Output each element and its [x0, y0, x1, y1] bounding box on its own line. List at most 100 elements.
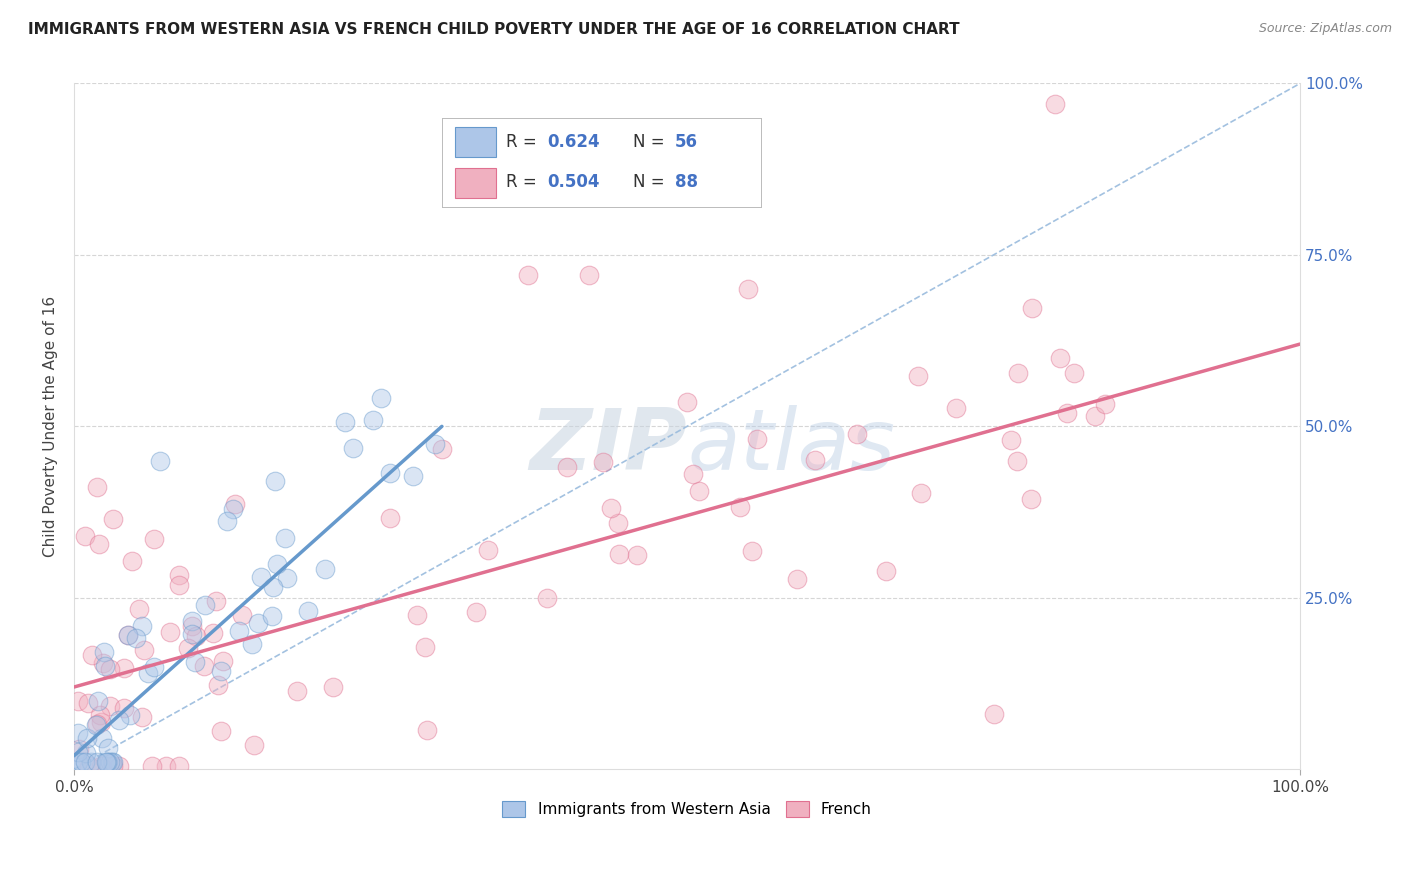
- Point: [266, 557, 288, 571]
- Point: [209, 724, 232, 739]
- Point: [370, 391, 392, 405]
- Point: [87, 537, 110, 551]
- Point: [599, 500, 621, 515]
- Point: [477, 542, 499, 557]
- Point: [402, 469, 425, 483]
- Point: [430, 442, 453, 457]
- Point: [134, 643, 156, 657]
- Point: [676, 394, 699, 409]
- Point: [747, 432, 769, 446]
- Point: [180, 626, 202, 640]
- Point: [75, 746, 97, 760]
- Point: [194, 599, 217, 613]
- Point: [1021, 491, 1043, 506]
- Point: [90, 715, 112, 730]
- Point: [143, 532, 166, 546]
- Point: [86, 717, 108, 731]
- Point: [737, 282, 759, 296]
- Point: [250, 570, 273, 584]
- Point: [131, 709, 153, 723]
- Point: [786, 573, 808, 587]
- Point: [167, 578, 190, 592]
- Point: [425, 437, 447, 451]
- Point: [204, 593, 226, 607]
- Point: [907, 368, 929, 383]
- Point: [1084, 409, 1107, 423]
- Point: [155, 759, 177, 773]
- Text: ZIP: ZIP: [530, 406, 688, 489]
- Point: [86, 756, 108, 770]
- Point: [136, 665, 159, 680]
- Point: [66, 694, 89, 708]
- Point: [118, 708, 141, 723]
- Point: [121, 553, 143, 567]
- Point: [66, 756, 89, 770]
- Point: [67, 741, 90, 756]
- Point: [167, 568, 190, 582]
- Point: [125, 632, 148, 646]
- Point: [211, 654, 233, 668]
- Point: [181, 615, 204, 629]
- Point: [101, 759, 124, 773]
- Point: [1021, 301, 1043, 315]
- Point: [945, 401, 967, 415]
- Text: IMMIGRANTS FROM WESTERN ASIA VS FRENCH CHILD POVERTY UNDER THE AGE OF 16 CORRELA: IMMIGRANTS FROM WESTERN ASIA VS FRENCH C…: [28, 22, 960, 37]
- Point: [1000, 434, 1022, 448]
- Point: [66, 745, 89, 759]
- Y-axis label: Child Poverty Under the Age of 16: Child Poverty Under the Age of 16: [44, 296, 58, 557]
- Point: [76, 696, 98, 710]
- Point: [322, 680, 344, 694]
- Text: Source: ZipAtlas.com: Source: ZipAtlas.com: [1258, 22, 1392, 36]
- Point: [983, 707, 1005, 722]
- Point: [159, 625, 181, 640]
- Point: [100, 756, 122, 770]
- Point: [82, 648, 104, 663]
- Point: [66, 725, 89, 739]
- Point: [231, 607, 253, 622]
- Point: [131, 619, 153, 633]
- Point: [97, 740, 120, 755]
- Point: [202, 626, 225, 640]
- Point: [688, 483, 710, 498]
- Point: [875, 564, 897, 578]
- Point: [243, 738, 266, 752]
- Point: [96, 756, 118, 770]
- Point: [626, 549, 648, 563]
- Point: [1005, 454, 1028, 468]
- Point: [149, 453, 172, 467]
- Point: [97, 756, 120, 770]
- Point: [297, 605, 319, 619]
- Point: [607, 547, 630, 561]
- Point: [1094, 397, 1116, 411]
- Point: [142, 660, 165, 674]
- Point: [215, 514, 238, 528]
- Point: [86, 694, 108, 708]
- Point: [405, 607, 427, 622]
- Point: [117, 628, 139, 642]
- Point: [66, 756, 89, 770]
- Point: [177, 640, 200, 655]
- Point: [262, 608, 284, 623]
- Point: [378, 466, 401, 480]
- Point: [89, 707, 111, 722]
- Point: [128, 602, 150, 616]
- Point: [112, 700, 135, 714]
- Point: [91, 731, 114, 745]
- Point: [94, 659, 117, 673]
- Point: [80, 756, 103, 770]
- Point: [91, 657, 114, 671]
- Point: [193, 659, 215, 673]
- Point: [184, 655, 207, 669]
- Point: [181, 619, 204, 633]
- Point: [536, 591, 558, 605]
- Point: [557, 460, 579, 475]
- Point: [75, 756, 97, 770]
- Point: [465, 605, 488, 619]
- Point: [378, 511, 401, 525]
- Point: [169, 759, 191, 773]
- Point: [77, 759, 100, 773]
- Point: [804, 453, 827, 467]
- Point: [285, 684, 308, 698]
- Point: [108, 759, 131, 773]
- Point: [209, 664, 232, 678]
